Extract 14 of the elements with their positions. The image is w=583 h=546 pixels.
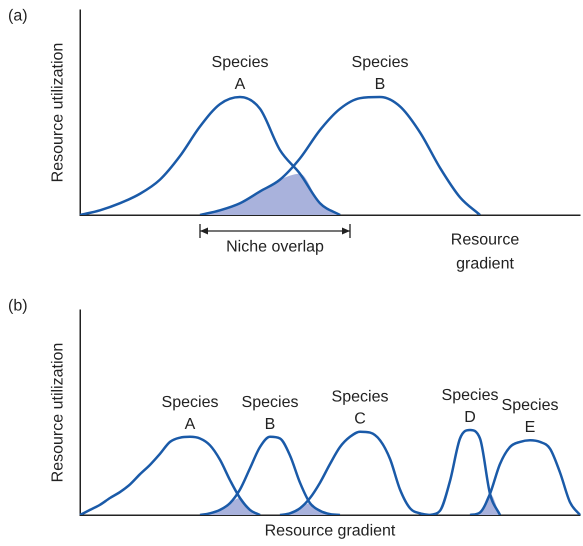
series-label: Species B xyxy=(242,394,298,433)
series-label: Species A xyxy=(162,394,218,433)
x-axis-title: Resource gradient xyxy=(264,522,396,540)
series-label: Species C xyxy=(332,388,388,428)
text: Niche overlap xyxy=(226,238,324,256)
series-label: Species E xyxy=(502,397,558,436)
chart-title: (b) xyxy=(8,297,28,314)
y-axis-title: Resource utilization xyxy=(49,342,66,482)
y-axis-title: Resource utilization xyxy=(49,42,66,182)
series-label: Species A xyxy=(212,54,268,93)
series-label: Species B xyxy=(352,54,408,93)
x-axis-title: Resource gradient xyxy=(450,231,520,272)
series-label: Species D xyxy=(442,387,498,426)
chart-title: (a) xyxy=(8,7,28,24)
